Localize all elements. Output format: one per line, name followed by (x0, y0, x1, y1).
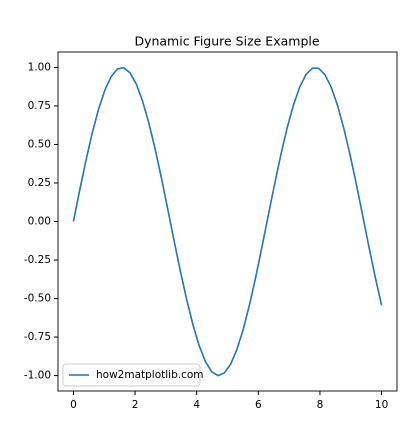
y-tick-label: 0.50 (28, 138, 51, 150)
x-tick-label: 8 (317, 399, 324, 411)
y-tick-label: 0.75 (28, 100, 51, 112)
x-tick-label: 4 (193, 399, 200, 411)
y-tick-label: -0.25 (24, 254, 51, 266)
x-tick-label: 6 (255, 399, 262, 411)
x-tick-label: 0 (70, 399, 77, 411)
y-tick-label: -0.75 (24, 331, 51, 343)
y-tick-label: 0.00 (28, 216, 51, 228)
y-tick-label: 1.00 (28, 61, 51, 73)
line-series (72, 66, 383, 377)
x-tick-label: 2 (132, 399, 139, 411)
y-tick-label: 0.25 (28, 177, 51, 189)
x-tick-label: 10 (375, 399, 388, 411)
y-tick-label: -1.00 (24, 370, 51, 382)
chart-title: Dynamic Figure Size Example (134, 34, 319, 49)
y-tick-label: -0.50 (24, 293, 51, 305)
plot-frame (57, 51, 398, 392)
legend-box (62, 363, 201, 387)
legend-label: how2matplotlib.com (96, 369, 204, 381)
